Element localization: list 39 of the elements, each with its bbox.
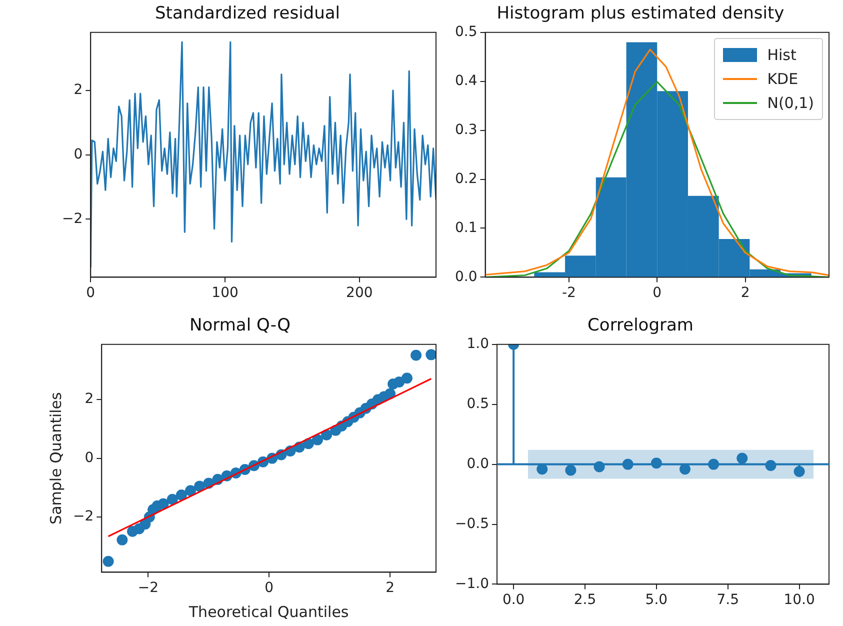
x-tick-label: 10.0 [784, 592, 815, 608]
y-tick-label: 0.4 [455, 73, 478, 89]
y-tick-label: 0.3 [455, 122, 478, 138]
x-tick-label: 0 [652, 285, 662, 302]
y-tick-label: 2 [74, 82, 83, 98]
y-tick-label: 2 [84, 391, 94, 408]
x-tick-label: 2.5 [574, 592, 596, 608]
chart-title: Correlogram [588, 316, 694, 336]
y-tick-label: 0 [74, 146, 83, 162]
y-tick-label: 0 [84, 450, 94, 466]
y-tick-label: 0.1 [455, 220, 478, 236]
legend-label: Hist [767, 46, 796, 64]
y-tick-label: −2 [62, 210, 83, 227]
x-tick-label: 0 [264, 580, 274, 596]
y-tick-label: −2 [72, 508, 94, 525]
x-tick-label: −2 [138, 580, 159, 596]
x-tick-label: -2 [562, 285, 576, 302]
legend-label: N(0,1) [767, 94, 814, 112]
x-tick-label: 200 [346, 285, 373, 302]
y-tick-label: 0.5 [466, 396, 489, 412]
y-tick-label: 0.5 [455, 24, 478, 40]
y-tick-label: −1.0 [454, 576, 489, 592]
x-tick-label: 0.0 [502, 592, 525, 608]
x-axis-title: Theoretical Quantiles [188, 602, 349, 621]
x-tick-label: 5.0 [645, 592, 668, 608]
chart-title: Histogram plus estimated density [496, 4, 784, 24]
y-tick-label: −0.5 [454, 516, 489, 532]
y-tick-label: 0.2 [455, 170, 478, 187]
x-tick-label: 2 [386, 580, 395, 596]
y-tick-label: 1.0 [466, 336, 489, 352]
x-tick-label: 2 [740, 285, 750, 302]
x-tick-label: 7.5 [716, 592, 739, 608]
x-tick-label: 100 [212, 285, 238, 302]
y-tick-label: 0.0 [466, 456, 489, 472]
legend-label: KDE [767, 70, 798, 88]
chart-title: Normal Q-Q [190, 316, 290, 336]
chart-title: Standardized residual [155, 4, 340, 24]
y-tick-label: 0.0 [455, 268, 478, 285]
y-axis-title: Sample Quantiles [46, 392, 65, 524]
